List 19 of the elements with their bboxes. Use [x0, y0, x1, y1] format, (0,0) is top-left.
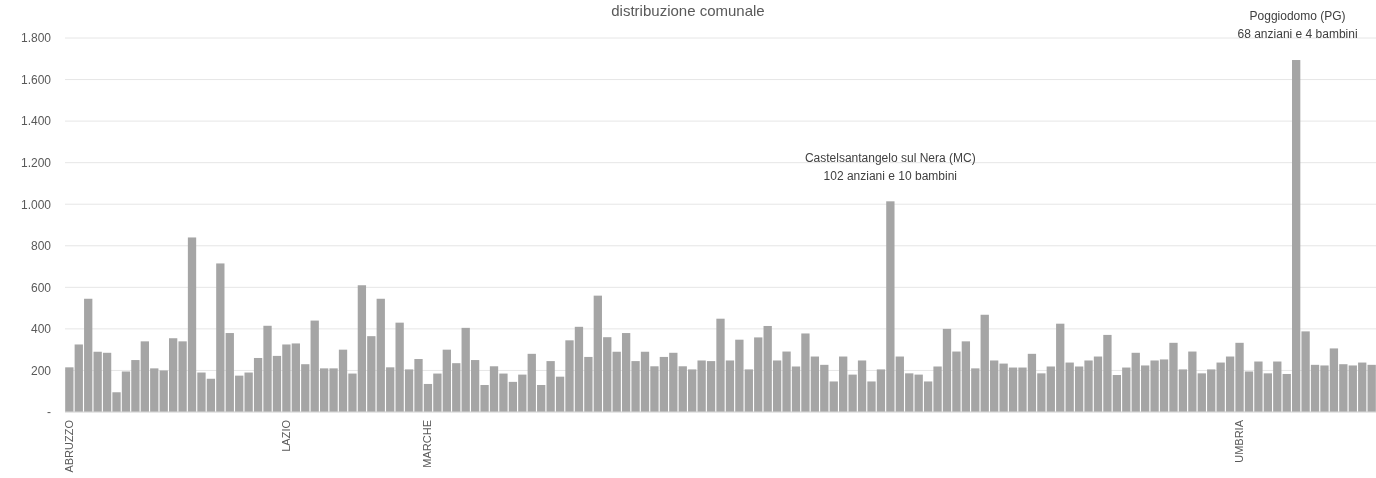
- y-tick-label: 600: [30, 280, 52, 295]
- x-tick-label: ABRUZZO: [62, 419, 75, 473]
- y-tick-label: 400: [30, 322, 52, 337]
- bar: [1367, 364, 1376, 412]
- annotation: Poggiodomo (PG) 68 anziani e 4 bambini: [1237, 9, 1358, 41]
- y-tick-label: 1.400: [20, 114, 52, 129]
- y-tick-label: 1.000: [20, 197, 52, 212]
- y-tick-label: 200: [30, 363, 52, 378]
- annotation: Castelsantangelo sul Nera (MC) 102 anziani e 10 bambini: [804, 151, 976, 183]
- y-tick-label: 1.200: [20, 156, 52, 171]
- y-tick-label: -: [47, 405, 51, 420]
- x-tick-label: MARCHE: [421, 420, 434, 468]
- x-tick-label: UMBRIA: [1233, 419, 1246, 463]
- bar: [65, 367, 74, 412]
- y-tick-label: 800: [30, 239, 52, 254]
- y-tick-label: 1.800: [20, 31, 52, 46]
- y-tick-label: 1.600: [20, 72, 52, 87]
- x-tick-label: LAZIO: [279, 419, 292, 452]
- chart-title: distribuzione comunale: [611, 2, 765, 19]
